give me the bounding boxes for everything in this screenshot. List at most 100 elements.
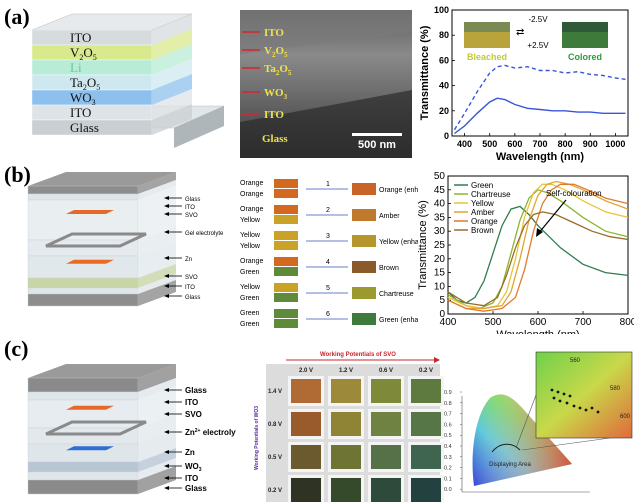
- a-stack-label: Li: [70, 60, 82, 75]
- combo-bottom-swatch: [274, 319, 298, 328]
- device-label: Glass: [185, 484, 207, 493]
- series-line: [447, 180, 629, 310]
- device-label: SVO: [185, 410, 202, 419]
- y-tick-label: 80: [439, 30, 449, 40]
- device-label: ITO: [185, 474, 198, 483]
- device-layer-side: [138, 226, 176, 256]
- device-label-arrowhead: [164, 256, 169, 260]
- panel-letter-c: (c): [4, 336, 29, 361]
- combo-bottom-swatch: [274, 215, 298, 224]
- device-label-arrowhead: [164, 284, 169, 288]
- c-cie-diagram: 0.9 0.8 0.7 0.6 0.5 0.4 0.3 0.2 0.1 0.0 Displayin…: [444, 351, 633, 493]
- device-layer-side: [138, 274, 176, 294]
- combo-bottom-name: Green: [240, 269, 260, 276]
- cie-y-tick-label: 0.1: [444, 476, 452, 482]
- device-spacer-frame: [45, 232, 147, 248]
- cie-y-tick-label: 0.8: [444, 401, 452, 407]
- device-label: Zn: [185, 448, 195, 457]
- device-layer-side: [138, 448, 176, 472]
- combo-top-swatch: [274, 257, 298, 266]
- device-layer: [27, 287, 139, 295]
- combo-result-name: Brown: [379, 265, 399, 272]
- y-axis-label: Transmittance (%): [420, 25, 431, 120]
- a-stack-layer-side: [152, 14, 192, 45]
- y-tick-label: 0: [439, 309, 445, 320]
- grid-cell-color: [411, 478, 441, 502]
- panel-letter-b: (b): [4, 162, 31, 187]
- a-stack-label: Ta2O5: [70, 75, 100, 92]
- device-label: Zn: [185, 257, 192, 263]
- combo-result-swatch: [352, 235, 376, 247]
- b-color-combos: Orange Orange 1 Orange (enhanced) Orange Yell…: [240, 179, 418, 328]
- a-transmittance-chart: 400 500 600 700 800 900 1000 0 20 40 60 80 100 Wavele…: [420, 5, 629, 163]
- grid-header-arrowhead: [434, 357, 440, 363]
- y-tick-label: 40: [439, 81, 449, 91]
- combo-top-swatch: [274, 309, 298, 318]
- x-tick-label: 500: [485, 317, 502, 328]
- grid-cell-color: [411, 445, 441, 469]
- cie-inset-tick-580: 580: [610, 386, 621, 392]
- series-line: [447, 183, 629, 312]
- combo-number: 2: [326, 207, 330, 214]
- device-layer-side: [138, 414, 176, 444]
- combo-result-name: Chartreuse: [379, 291, 414, 298]
- device-label-arrowhead: [164, 388, 169, 392]
- x-tick-label: 700: [575, 317, 592, 328]
- series-line: [453, 64, 626, 131]
- device-layer-side: [138, 172, 176, 194]
- device-label-arrowhead: [164, 204, 169, 208]
- grid-cell-color: [331, 379, 361, 403]
- device-label-arrowhead: [164, 230, 169, 234]
- combo-top-name: Yellow: [240, 284, 261, 291]
- combo-result-name: Amber: [379, 213, 400, 220]
- combo-top-name: Green: [240, 310, 260, 317]
- combo-top-name: Yellow: [240, 232, 261, 239]
- cie-y-tick-label: 0.5: [444, 433, 452, 439]
- grid-column-label: 0.2 V: [419, 368, 433, 374]
- grid-cell-color: [291, 412, 321, 436]
- device-layer-side: [138, 242, 176, 278]
- cie-y-tick-label: 0.2: [444, 466, 452, 472]
- y-tick-label: 20: [434, 254, 446, 265]
- x-tick-label: 800: [620, 317, 634, 328]
- combo-result-swatch: [352, 183, 376, 195]
- device-layer-side: [138, 186, 176, 240]
- a-base-side: [174, 106, 224, 148]
- device-label-arrowhead: [164, 464, 169, 468]
- device-label-arrowhead: [164, 486, 169, 490]
- grid-cell-color: [371, 478, 401, 502]
- x-tick-label: 600: [507, 139, 522, 149]
- legend-label: Amber: [471, 208, 495, 217]
- inset-voltage-bleached: +2.5V: [527, 41, 549, 50]
- combo-top-swatch: [274, 179, 298, 188]
- combo-top-name: Orange: [240, 206, 263, 213]
- sem-glass-region: [240, 90, 412, 158]
- series-line: [454, 97, 626, 135]
- cie-y-tick-label: 0.4: [444, 444, 452, 450]
- c-color-grid: Working Potentials of SVO Working Potenti…: [254, 352, 444, 502]
- device-layer-side: [138, 378, 176, 400]
- legend-label: Green: [471, 181, 493, 190]
- combo-bottom-name: Green: [240, 321, 260, 328]
- combo-top-name: Orange: [240, 180, 263, 187]
- grid-cell-color: [331, 445, 361, 469]
- grid-column-label: 0.6 V: [379, 368, 393, 374]
- device-label-arrowhead: [164, 476, 169, 480]
- device-layer: [27, 471, 139, 481]
- a-stack-label: V2O5: [70, 45, 97, 62]
- x-tick-label: 1000: [605, 139, 625, 149]
- a-stack-layer-side: [152, 104, 192, 135]
- device-spacer-frame: [45, 420, 147, 436]
- grid-cell-color: [291, 379, 321, 403]
- device-label: WO3: [185, 462, 202, 473]
- combo-bottom-name: Yellow: [240, 243, 261, 250]
- x-axis-label: Wavelength (nm): [496, 329, 579, 334]
- combo-bottom-name: Yellow: [240, 217, 261, 224]
- x-tick-label: 400: [440, 317, 457, 328]
- device-label-arrowhead: [164, 294, 169, 298]
- grid-cell-color: [371, 379, 401, 403]
- device-label-arrowhead: [164, 274, 169, 278]
- x-tick-label: 500: [482, 139, 497, 149]
- grid-row-label: 0.5 V: [268, 455, 282, 461]
